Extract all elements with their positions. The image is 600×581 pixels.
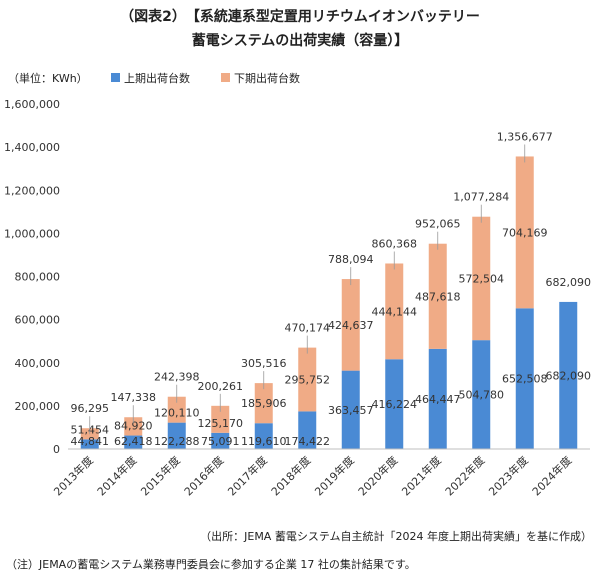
chart-title-line2: 蓄電システムの出荷実績（容量）】 [191,33,409,49]
x-tick-label: 2021年度 [399,453,444,498]
source-note: （出所：JEMA 蓄電システム自主統計「2024 年度上期出荷実績」を基に作成） [200,530,592,543]
y-axis: 0 200,000 400,000 600,000 800,000 1,000,000 1,… [4,98,60,456]
bar-lower-half [298,347,317,412]
y-tick-label: 200,000 [15,400,61,413]
bar-lower-half [428,243,447,349]
y-tick-label: 1,000,000 [4,227,60,240]
data-label-total: 682,090 [546,276,592,289]
x-tick-label: 2016年度 [181,453,226,498]
data-label-total: 200,261 [198,380,244,393]
data-label-upper: 416,224 [372,398,418,411]
data-label-lower: 572,504 [459,272,505,285]
bar-upper-half [124,435,143,449]
bar-upper-half [341,370,360,449]
bar-lower-half [515,156,534,309]
data-label-total: 952,065 [415,218,461,231]
legend-label-upper: 上期出荷台数 [124,71,190,85]
legend-swatch-lower [221,73,230,82]
data-label-upper: 504,780 [459,389,505,402]
x-tick-label: 2013年度 [51,453,96,498]
data-label-lower: 444,144 [372,305,418,318]
bar-upper-half [211,432,230,449]
x-tick-label: 2024年度 [529,453,574,498]
data-label-total: 788,094 [328,253,374,266]
data-label-total: 147,338 [111,391,157,404]
x-axis: 2013年度2014年度2015年度2016年度2017年度2018年度2019… [51,448,590,498]
y-tick-label: 1,200,000 [4,184,60,197]
bar-lower-half [254,383,273,424]
y-tick-label: 0 [53,443,60,456]
bar-upper-half [80,439,99,449]
bar-upper-half [254,423,273,449]
y-tick-label: 600,000 [15,314,61,327]
data-labels: 44,84151,45496,29562,41884,920147,338122… [71,130,592,448]
bar-upper-half [472,340,491,449]
x-tick-label: 2020年度 [355,453,400,498]
bar-lower-half [385,263,404,360]
data-label-lower: 295,752 [285,374,331,387]
data-label-upper: 62,418 [114,435,153,448]
y-tick-label: 1,400,000 [4,141,60,154]
bar-lower-half [341,279,360,371]
bar-lower-half [167,396,186,423]
bar-upper-half [559,301,578,449]
bar-lower-half [211,405,230,433]
data-label-lower: 185,906 [241,397,287,410]
chart-title-line1: （図表2） 【系統連系型定置用リチウムイオンバッテリー [120,9,480,25]
data-label-total: 242,398 [154,371,200,384]
y-tick-label: 1,600,000 [4,98,60,111]
data-label-upper: 119,610 [241,435,287,448]
footnote: （注）JEMAの蓄電システム業務専門委員会に参加する企業 17 社の集計結果です… [6,558,416,571]
data-label-total: 860,368 [372,237,418,250]
data-label-upper: 75,091 [201,435,240,448]
bar-lower-half [472,216,491,341]
unit-label: （単位：KWh） [8,71,88,85]
x-tick-label: 2018年度 [268,453,313,498]
data-label-upper: 44,841 [71,435,110,448]
data-label-lower: 120,110 [154,407,200,420]
bar-lower-half [124,417,143,436]
bar-upper-half [385,359,404,449]
legend-swatch-upper [111,73,120,82]
data-label-lower: 704,169 [502,226,548,239]
data-label-lower: 125,170 [198,417,244,430]
legend: 上期出荷台数 下期出荷台数 [111,71,300,85]
y-tick-label: 400,000 [15,357,61,370]
bars [80,156,578,449]
x-tick-label: 2015年度 [138,453,183,498]
data-label-total: 1,356,677 [497,130,553,143]
data-label-total: 305,516 [241,357,287,370]
data-label-upper: 122,288 [154,435,200,448]
bar-upper-half [428,348,447,449]
stacked-bar-chart: （単位：KWh） 上期出荷台数 下期出荷台数 0 200,000 400,000 60… [4,71,592,498]
data-label-upper: 652,508 [502,373,548,386]
bar-upper-half [298,411,317,449]
data-label-lower: 487,618 [415,290,461,303]
bar-upper-half [515,308,534,449]
legend-label-lower: 下期出荷台数 [234,71,300,85]
data-label-total: 96,295 [71,402,110,415]
y-tick-label: 800,000 [15,271,61,284]
data-label-total: 1,077,284 [453,191,509,204]
data-label-upper: 464,447 [415,393,461,406]
data-label-total: 470,174 [285,322,331,335]
data-label-upper: 682,090 [546,369,592,382]
data-label-upper: 174,422 [285,435,331,448]
data-label-lower: 84,920 [114,420,153,433]
x-tick-label: 2017年度 [225,453,270,498]
data-label-lower: 424,637 [328,319,374,332]
x-tick-label: 2023年度 [486,453,531,498]
x-tick-label: 2022年度 [442,453,487,498]
x-tick-label: 2014年度 [94,453,139,498]
bar-upper-half [167,422,186,449]
x-tick-label: 2019年度 [312,453,357,498]
data-label-upper: 363,457 [328,404,374,417]
